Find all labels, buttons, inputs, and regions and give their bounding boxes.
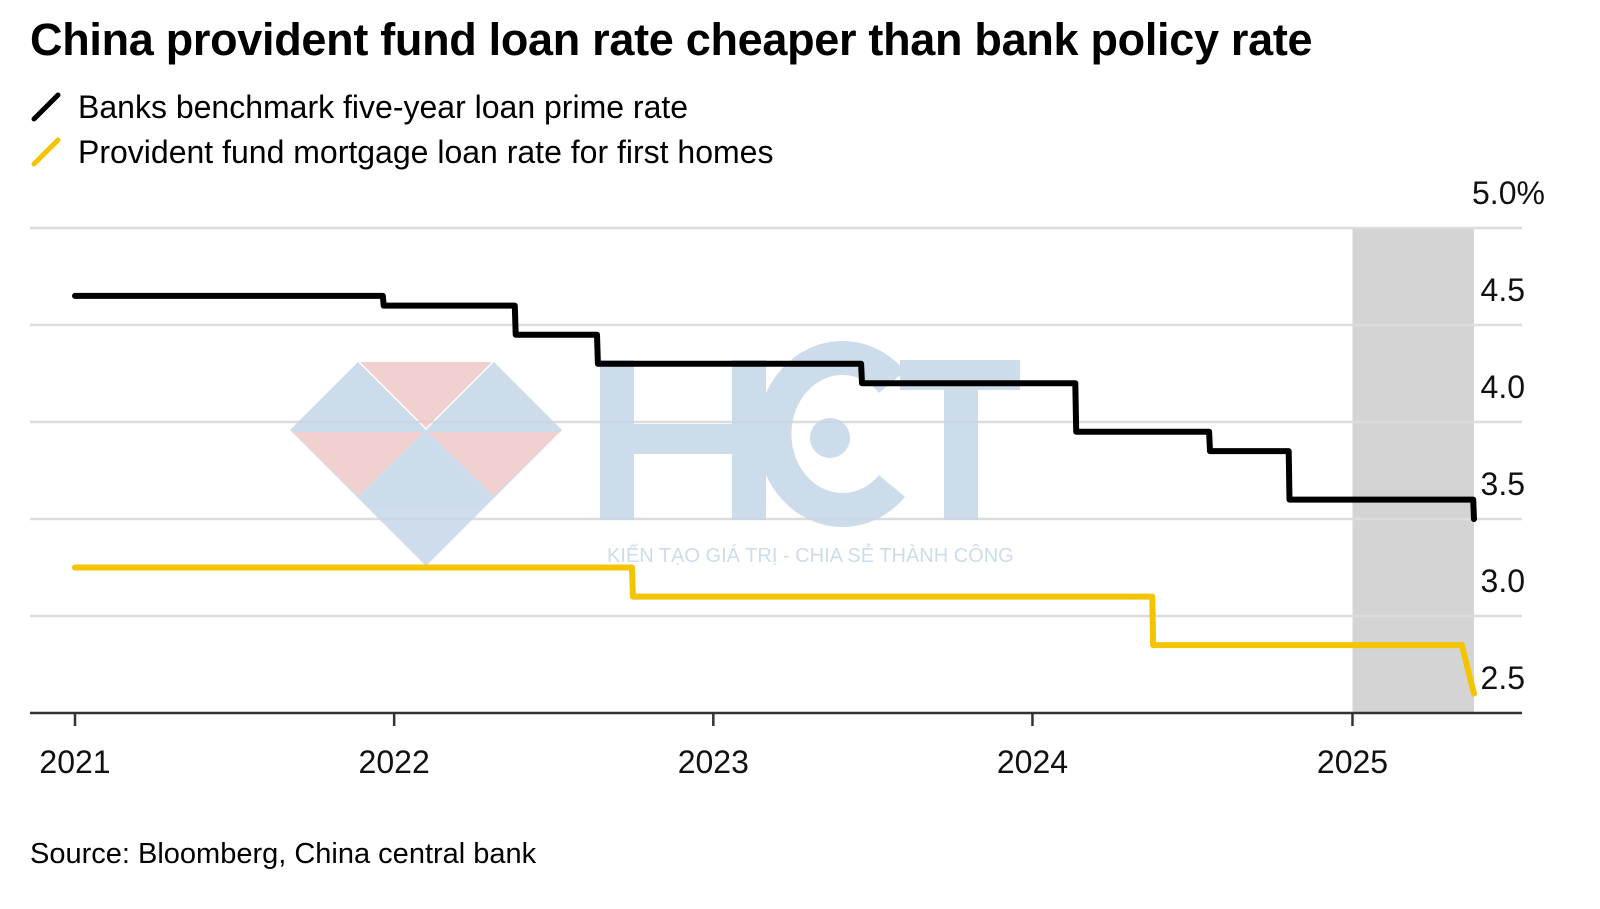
legend-label-provident-fund: Provident fund mortgage loan rate for fi…	[78, 133, 774, 170]
series-line-0	[72, 292, 1477, 522]
watermark-brand	[600, 341, 1020, 527]
y-tick-label: 2.5	[1481, 660, 1525, 696]
y-tick-label: 5.0%	[1472, 175, 1545, 211]
y-tick-label: 4.5	[1481, 272, 1525, 308]
highlight-band-layer	[1352, 228, 1475, 713]
x-tick-label: 2024	[997, 744, 1068, 780]
watermark-diamond-bottom	[358, 430, 494, 566]
watermark-triangle-top	[360, 362, 492, 428]
watermark-triangle-right	[428, 432, 560, 496]
x-tick-label: 2022	[359, 744, 430, 780]
y-tick-label: 3.5	[1481, 466, 1525, 502]
y-tick-label: 4.0	[1481, 369, 1525, 405]
legend-label-banks-lpr: Banks benchmark five-year loan prime rat…	[78, 88, 689, 125]
series-line-1	[72, 564, 1477, 697]
watermark-triangle-left	[292, 432, 424, 496]
x-tick-label: 2023	[678, 744, 749, 780]
source-note: Source: Bloomberg, China central bank	[30, 838, 537, 870]
y-tick-label: 3.0	[1481, 563, 1525, 599]
chart-title: China provident fund loan rate cheaper t…	[30, 14, 1313, 65]
x-axis-ticks: 2021 2022 2023 2024 2025	[39, 713, 1388, 780]
legend-item-banks-lpr: Banks benchmark five-year loan prime rat…	[30, 87, 688, 127]
legend-swatch-banks-icon	[31, 92, 61, 122]
watermark-tagline: KIẾN TẠO GIÁ TRỊ - CHIA SẺ THÀNH CÔNG	[607, 544, 1014, 567]
highlight-band	[1352, 228, 1475, 713]
hct-watermark-logo: KIẾN TẠO GIÁ TRỊ - CHIA SẺ THÀNH CÔNG	[290, 341, 1020, 567]
x-tick-label: 2021	[39, 744, 110, 780]
y-axis-ticks: 5.0% 4.5 4.0 3.5 3.0 2.5	[1472, 175, 1545, 696]
legend-item-provident-fund: Provident fund mortgage loan rate for fi…	[30, 132, 773, 172]
legend-swatch-provident-icon	[31, 137, 61, 167]
x-tick-label: 2025	[1317, 744, 1388, 780]
series-lines	[72, 292, 1477, 697]
